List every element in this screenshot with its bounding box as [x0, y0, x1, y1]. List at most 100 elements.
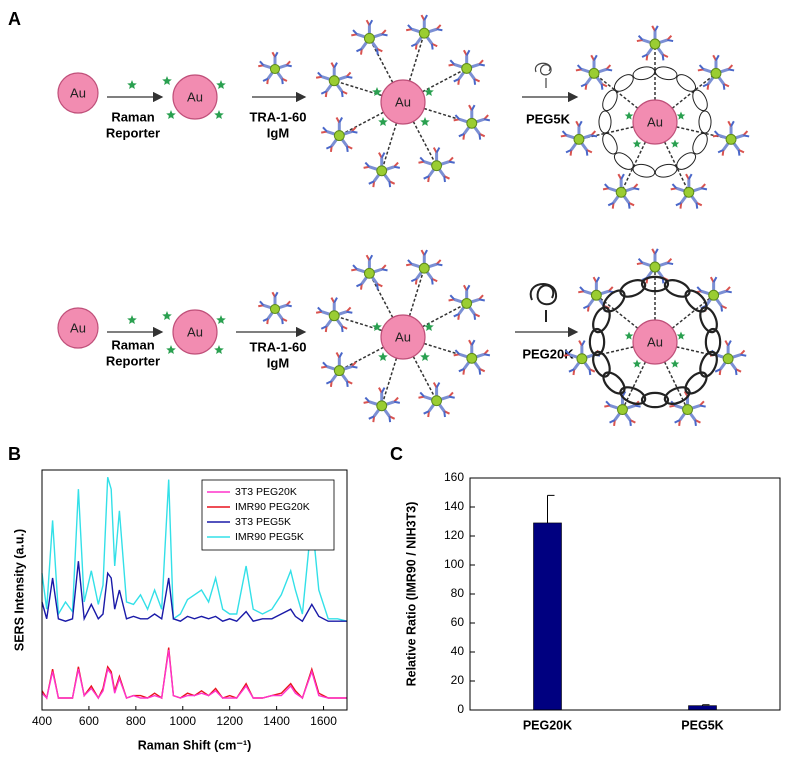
antibody-tip: [449, 294, 456, 301]
antibody-core: [576, 353, 588, 365]
antibody-tip: [470, 339, 476, 346]
particle-label: Au: [187, 324, 203, 339]
peg-loop: [602, 289, 626, 313]
antibody-core: [431, 160, 443, 172]
reporter-star: [214, 110, 224, 119]
step-label: TRA-1-60: [249, 109, 306, 124]
gold-nanoparticle: [172, 309, 218, 355]
antibody-tip: [470, 104, 476, 111]
step-label: Raman: [111, 337, 154, 352]
gold-nanoparticle: [632, 319, 678, 365]
plot-frame: [469, 477, 781, 711]
antibody-tip: [473, 78, 477, 85]
antibody-tip: [340, 91, 344, 98]
y-tick-label: 60: [451, 615, 465, 629]
x-tick-label: 600: [79, 714, 99, 728]
peg-loop: [598, 110, 612, 134]
antibody-tip: [393, 165, 401, 169]
antibody-tip: [633, 187, 640, 191]
antibody-tip: [687, 173, 693, 180]
antibody-tip: [478, 133, 482, 140]
peg-loop: [640, 391, 670, 409]
antibody-tip: [351, 365, 358, 369]
antibody-tip: [333, 297, 338, 304]
x-tick-label: PEG20K: [523, 718, 572, 732]
antibody-tip: [654, 25, 659, 32]
gold-nanoparticle: [57, 72, 99, 114]
antibody-tip: [320, 325, 328, 330]
linker: [333, 315, 383, 332]
antibody-tip: [448, 160, 455, 164]
antibody-tip: [262, 77, 269, 82]
antibody-tip: [368, 254, 374, 261]
antibody-tip: [637, 35, 644, 41]
y-tick-label: 0: [457, 702, 464, 716]
y-tick-label: 120: [444, 528, 464, 542]
antibody-core: [363, 32, 375, 44]
legend-label: 3T3 PEG5K: [235, 516, 291, 528]
antibody-tip: [286, 64, 292, 68]
antibody-core: [418, 262, 430, 274]
reporter-star: [624, 111, 634, 120]
antibody-tip: [696, 286, 703, 292]
antibody-tip: [629, 419, 632, 427]
reporter-star: [214, 345, 224, 354]
antibody-tip: [436, 263, 443, 267]
antibody-tip: [595, 276, 601, 283]
antibody-tip: [407, 24, 413, 30]
reporter-star: [676, 331, 686, 340]
antibody-tip: [627, 202, 631, 209]
y-axis-label: SERS Intensity (a.u.): [12, 529, 26, 651]
peg-loop: [692, 132, 708, 155]
antibody-tip: [340, 326, 344, 333]
linker: [381, 122, 398, 172]
panel-label: C: [390, 444, 403, 464]
reporter-star: [372, 322, 382, 331]
reporter-star: [632, 359, 642, 368]
antibody-tip: [702, 82, 709, 88]
antibody-tip: [346, 310, 353, 314]
particle-label: Au: [647, 114, 663, 129]
peg-loop: [699, 306, 718, 334]
antibody-tip: [423, 249, 428, 256]
antibody-tip: [728, 68, 735, 72]
antibody-core: [588, 67, 600, 79]
antibody-core: [683, 186, 695, 198]
peg-loop: [663, 386, 691, 405]
antibody-tip: [454, 114, 461, 120]
legend-label: 3T3 PEG20K: [235, 486, 297, 498]
antibody-core: [376, 400, 388, 412]
antibody-tip: [737, 149, 741, 156]
antibody-tip: [667, 262, 674, 266]
reporter-star: [378, 117, 388, 126]
x-tick-label: 1000: [169, 714, 196, 728]
antibody-tip: [465, 49, 471, 56]
antibody-core: [333, 130, 345, 142]
y-tick-label: 40: [451, 644, 465, 658]
peg-loop: [602, 132, 618, 155]
reporter-star: [424, 322, 434, 331]
antibody-tip: [606, 68, 613, 72]
antibody-tip: [694, 419, 697, 427]
reporter-star: [166, 110, 176, 119]
antibody-tip: [381, 268, 388, 272]
antibody-core: [590, 289, 602, 301]
antibody-tip: [388, 416, 392, 423]
peg-loop: [613, 74, 634, 92]
antibody-tip: [274, 291, 279, 298]
antibody-tip: [274, 51, 279, 58]
antibody-tip: [478, 368, 482, 375]
step-label: Reporter: [106, 125, 160, 140]
reporter-star: [420, 117, 430, 126]
antibody-tip: [695, 202, 699, 209]
antibody-tip: [453, 313, 460, 318]
antibody-tip: [364, 161, 371, 168]
gold-nanoparticle: [380, 314, 426, 360]
reporter-star: [632, 139, 642, 148]
antibody-tip: [720, 305, 724, 312]
antibody-tip: [588, 369, 592, 376]
reporter-star: [162, 311, 172, 320]
antibody-tip: [583, 304, 590, 310]
antibody-tip: [448, 395, 455, 399]
